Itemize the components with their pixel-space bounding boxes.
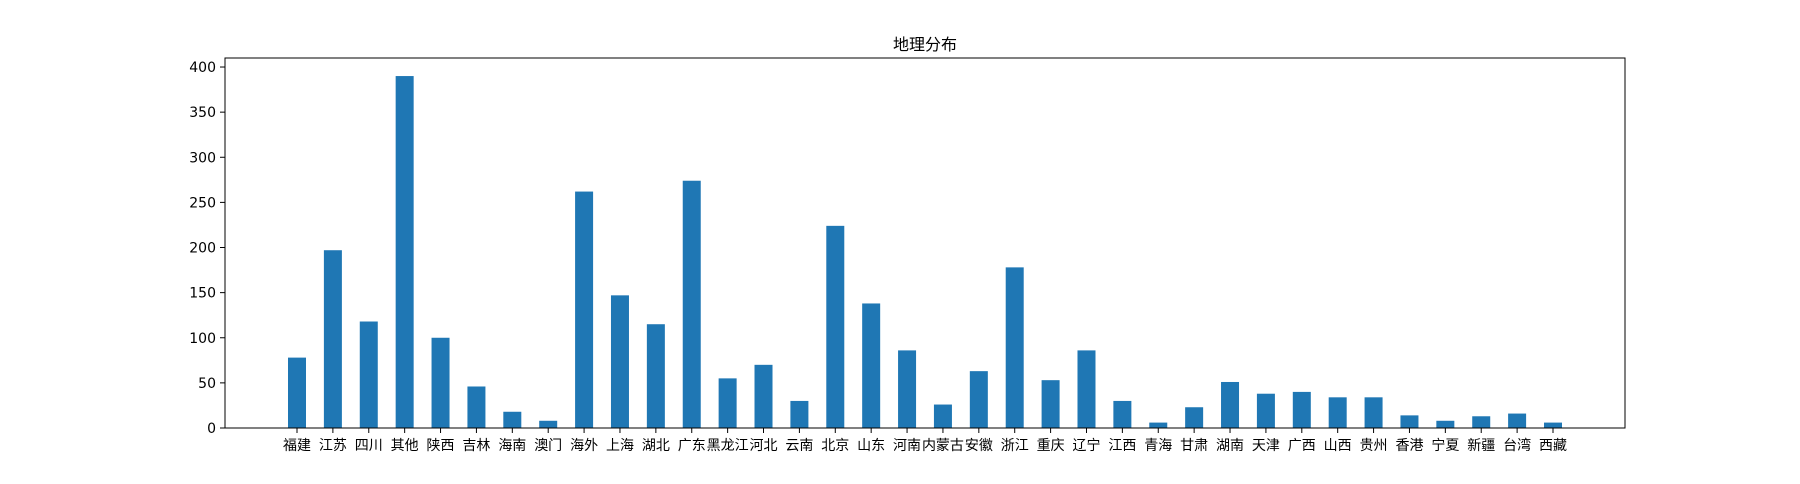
x-tick-label: 广东 xyxy=(678,438,706,454)
x-tick-label: 贵州 xyxy=(1360,438,1388,454)
x-tick-label: 辽宁 xyxy=(1072,437,1100,454)
bar xyxy=(1041,380,1060,428)
bar xyxy=(933,404,952,428)
x-tick-label: 天津 xyxy=(1252,438,1280,454)
bar xyxy=(1149,422,1168,428)
bar xyxy=(431,337,450,428)
bar xyxy=(1292,391,1311,428)
chart-title: 地理分布 xyxy=(893,35,957,54)
bar xyxy=(1005,267,1024,428)
bar xyxy=(1113,400,1132,428)
x-tick-label: 其他 xyxy=(391,438,419,454)
y-tick-label: 200 xyxy=(189,241,216,257)
x-tick-label: 湖南 xyxy=(1216,438,1244,454)
bar xyxy=(395,76,414,429)
bar xyxy=(503,411,522,428)
x-tick-label: 西藏 xyxy=(1539,438,1567,454)
y-axis: 0 50 100 150 200 250 300 350 400 xyxy=(189,60,225,437)
bar xyxy=(539,420,558,428)
x-tick-label: 福建 xyxy=(283,438,311,454)
bar xyxy=(359,321,378,428)
x-tick-label: 内蒙古 xyxy=(922,438,964,454)
bar xyxy=(1185,407,1204,428)
bar xyxy=(1508,413,1527,428)
bar xyxy=(610,295,629,428)
x-tick-label: 河南 xyxy=(893,438,921,454)
bar xyxy=(826,225,845,428)
x-tick-label: 甘肃 xyxy=(1180,438,1208,454)
bar xyxy=(1256,393,1275,428)
bar xyxy=(1077,350,1096,428)
x-tick-label: 澳门 xyxy=(534,438,562,454)
bar xyxy=(646,324,665,428)
bar xyxy=(754,364,773,428)
x-tick-label: 宁夏 xyxy=(1431,437,1459,454)
x-tick-label: 北京 xyxy=(821,438,849,454)
x-tick-label: 吉林 xyxy=(462,438,490,454)
x-tick-label: 山东 xyxy=(857,438,885,454)
x-tick-label: 上海 xyxy=(606,438,634,454)
bar xyxy=(288,357,306,428)
bar xyxy=(323,250,342,428)
x-tick-label: 新疆 xyxy=(1467,438,1495,454)
x-tick-label: 河北 xyxy=(750,438,778,454)
x-tick-label: 黑龙江 xyxy=(707,438,749,454)
y-tick-label: 400 xyxy=(189,60,216,76)
y-tick-label: 50 xyxy=(198,376,216,392)
x-tick-label: 湖北 xyxy=(642,438,670,454)
bar xyxy=(1328,397,1347,428)
y-tick-label: 300 xyxy=(189,150,216,166)
bar xyxy=(1472,416,1491,428)
bar xyxy=(1221,381,1240,428)
x-tick-label: 广西 xyxy=(1288,438,1316,454)
y-tick-label: 250 xyxy=(189,195,216,211)
bar xyxy=(718,378,737,428)
bar xyxy=(1544,422,1562,428)
x-tick-label: 青海 xyxy=(1144,438,1172,454)
bar xyxy=(682,180,701,428)
x-tick-label: 安徽 xyxy=(965,438,993,454)
x-tick-label: 江苏 xyxy=(319,438,347,454)
y-tick-label: 100 xyxy=(189,331,216,347)
bar xyxy=(467,386,486,428)
bar xyxy=(898,350,917,428)
bar xyxy=(790,400,809,428)
bar xyxy=(1364,397,1383,428)
x-tick-label: 香港 xyxy=(1395,438,1423,454)
y-tick-label: 150 xyxy=(189,286,216,302)
x-axis: 福建 江苏 四川 其他 陕西 吉林 海南 澳门 海外 上海 湖北 广东 黑龙江 河北 云南 北京 山东 河南 内蒙古… xyxy=(283,428,1567,454)
x-tick-label: 江西 xyxy=(1108,438,1136,454)
x-tick-label: 云南 xyxy=(785,438,813,454)
x-tick-label: 山西 xyxy=(1324,438,1352,454)
bar xyxy=(862,303,881,428)
bar xyxy=(1436,420,1455,428)
x-tick-label: 四川 xyxy=(355,438,383,454)
y-tick-label: 0 xyxy=(207,421,216,437)
x-tick-label: 海外 xyxy=(570,438,598,454)
x-tick-label: 台湾 xyxy=(1503,437,1531,454)
plot-frame xyxy=(224,57,1626,429)
x-tick-label: 海南 xyxy=(498,438,526,454)
y-tick-label: 350 xyxy=(189,105,216,121)
bar xyxy=(1400,415,1419,428)
bars-layer xyxy=(288,76,1562,429)
x-tick-label: 浙江 xyxy=(1001,438,1029,454)
bar xyxy=(969,371,988,428)
x-tick-label: 陕西 xyxy=(427,438,455,454)
bar xyxy=(575,191,594,428)
x-tick-label: 重庆 xyxy=(1037,438,1065,454)
